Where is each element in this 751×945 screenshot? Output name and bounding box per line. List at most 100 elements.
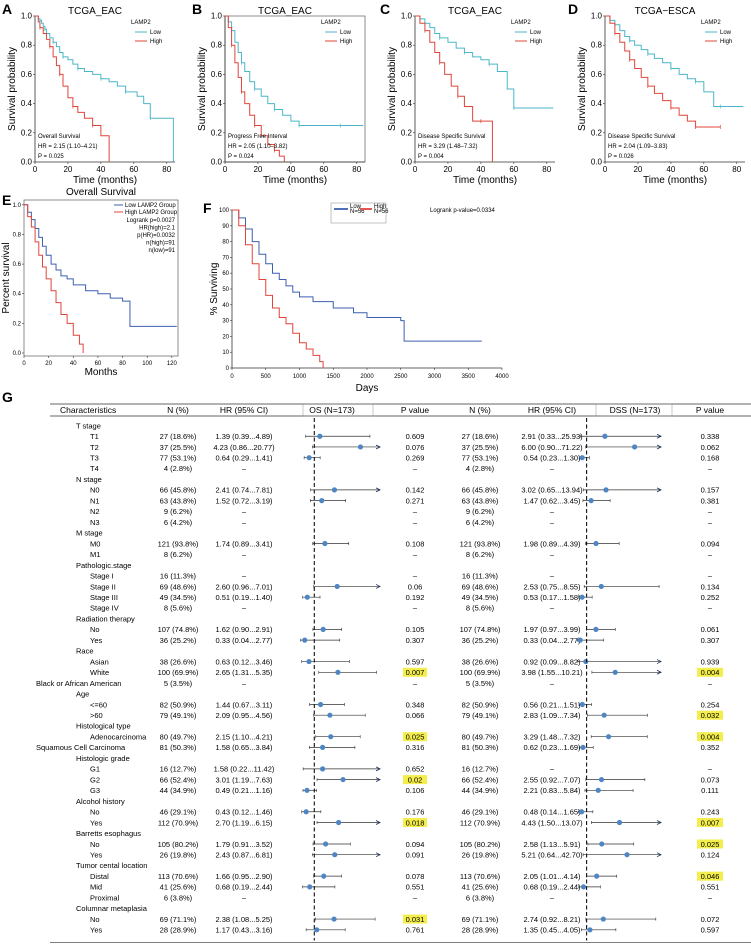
dss-p: 0.254 xyxy=(701,700,720,709)
stat-line: P = 0.026 xyxy=(608,154,634,160)
dss-hr: 2.05 (1.01...4.14) xyxy=(523,872,581,881)
os-hr: 0.43 (0.12...1.46) xyxy=(215,808,273,817)
ci-arrow xyxy=(375,820,381,825)
os-hr: 2.60 (0.96...7.01) xyxy=(215,582,273,591)
panel-label: A xyxy=(2,1,12,17)
stat-line: p(HR)=0.0032 xyxy=(137,233,176,239)
dss-n: 44 (34.9%) xyxy=(462,786,499,795)
stat-line: HR = 2.15 (1.10–4.21) xyxy=(38,144,98,150)
hr-point xyxy=(334,583,340,590)
legend-title: LAMP2 xyxy=(131,20,151,26)
dss-hr: 3.02 (0.65...13.94) xyxy=(521,486,583,495)
hr-point xyxy=(603,487,609,493)
os-hr: 1.66 (0.95...2.90) xyxy=(215,872,273,881)
hr-point xyxy=(602,433,608,439)
dss-hr: 3.98 (1.55...10.21) xyxy=(521,668,583,677)
x-tick-label: 60 xyxy=(319,165,328,174)
dss-n: 6 (4.2%) xyxy=(466,518,495,527)
os-n: 37 (25.5%) xyxy=(160,443,197,452)
km-panel-c: C TCGA_EAC 0.0 0.2 0.4 0.6 0.8 1.0 0 20 40 60 80 Time… xyxy=(380,1,555,186)
y-tick-label: 50 xyxy=(222,287,229,293)
os-n: 28 (28.9%) xyxy=(160,926,197,935)
ci-arrow xyxy=(656,444,662,450)
y-axis-label: % Surviving xyxy=(209,263,220,316)
stat-line: Disease Specific Survival xyxy=(608,134,675,140)
dss-hr: 2.21 (0.83...5.84) xyxy=(523,786,581,795)
dss-p: – xyxy=(708,572,713,581)
header-cell: HR (95% CI) xyxy=(528,405,576,415)
row-label: Asian xyxy=(90,657,109,666)
plot-title: TCGA_EAC xyxy=(448,6,502,17)
hr-point xyxy=(598,776,605,783)
os-p: 0.106 xyxy=(406,786,425,795)
y-tick-label: 60 xyxy=(222,271,229,277)
os-n: 81 (50.3%) xyxy=(160,743,197,752)
hr-point xyxy=(319,744,326,751)
dss-p: 0.061 xyxy=(701,625,720,634)
dss-hr: – xyxy=(550,679,555,688)
row-label: Stage III xyxy=(90,593,118,602)
dss-hr: 2.53 (0.75...8.55) xyxy=(523,582,581,591)
logrank-stat: Logrank p-value=0.0334 xyxy=(430,208,496,214)
x-axis-label: Time (months) xyxy=(73,175,137,186)
legend-label-high: High xyxy=(530,39,542,45)
dss-hr: – xyxy=(550,604,555,613)
row-group-label: Alcohol history xyxy=(76,797,125,806)
os-hr: – xyxy=(242,572,247,581)
row-label: Yes xyxy=(90,851,102,860)
y-tick-label: 0.4 xyxy=(21,99,33,108)
dss-p: – xyxy=(708,604,713,613)
x-tick-label: 80 xyxy=(542,165,551,174)
os-n: 100 (69.9%) xyxy=(158,668,199,677)
y-axis-label: Percent survival xyxy=(1,242,12,313)
legend-label-high: High xyxy=(150,39,162,45)
hr-point xyxy=(331,487,338,493)
row-label: No xyxy=(90,915,100,924)
os-p: 0.078 xyxy=(406,872,425,881)
row-label: Stage II xyxy=(90,582,116,591)
x-tick-label: 120 xyxy=(167,361,178,367)
legend-label-high: High xyxy=(340,39,352,45)
legend-label-high: High xyxy=(374,204,386,210)
os-p-highlight xyxy=(403,732,427,742)
hr-point xyxy=(335,669,341,675)
ci-arrow xyxy=(375,444,381,450)
x-tick-label: 500 xyxy=(261,374,272,380)
dss-n: 69 (71.1%) xyxy=(462,915,499,924)
os-p: – xyxy=(413,550,418,559)
row-group-label: Histological type xyxy=(76,722,131,731)
os-hr: – xyxy=(242,518,247,527)
dss-n: 113 (70.6%) xyxy=(460,872,501,881)
y-axis-label: Survival probability xyxy=(7,47,18,131)
os-n: 82 (50.9%) xyxy=(160,700,197,709)
row-label: Stage I xyxy=(90,572,114,581)
x-tick-label: 60 xyxy=(129,165,138,174)
legend-box xyxy=(330,202,387,224)
legend-title: LAMP2 xyxy=(511,20,531,26)
x-tick-label: 40 xyxy=(96,165,105,174)
km-panel-e: E Overall Survival 0.0 0.2 0.4 0.6 0.8 1.0 0 20 40… xyxy=(1,187,179,378)
os-n: 80 (49.7%) xyxy=(160,732,197,741)
x-tick-label: 20 xyxy=(63,165,72,174)
dss-p-highlight xyxy=(697,871,723,881)
dss-n: 63 (43.8%) xyxy=(462,496,499,505)
legend-label-high: High xyxy=(720,39,732,45)
dss-hr: 2.58 (1.13...5.91) xyxy=(523,840,581,849)
legend-label-low: Low xyxy=(720,30,732,36)
row-label: No xyxy=(90,625,100,634)
header-cell: N (%) xyxy=(167,405,189,415)
plot-title: Overall Survival xyxy=(66,187,136,198)
os-hr: – xyxy=(242,604,247,613)
panel-label: G xyxy=(2,389,13,405)
os-p: 0.271 xyxy=(406,496,425,505)
km-curve-high xyxy=(24,204,84,353)
hr-point xyxy=(322,841,329,847)
row-label: Distal xyxy=(90,872,109,881)
dss-n: 105 (80.2%) xyxy=(460,840,501,849)
dss-hr: 1.97 (0.97...3.99) xyxy=(523,625,581,634)
row-label: T4 xyxy=(90,464,99,473)
legend-label-low: Low xyxy=(530,30,542,36)
row-label: Stage IV xyxy=(90,604,119,613)
os-p: 0.02 xyxy=(408,775,423,784)
